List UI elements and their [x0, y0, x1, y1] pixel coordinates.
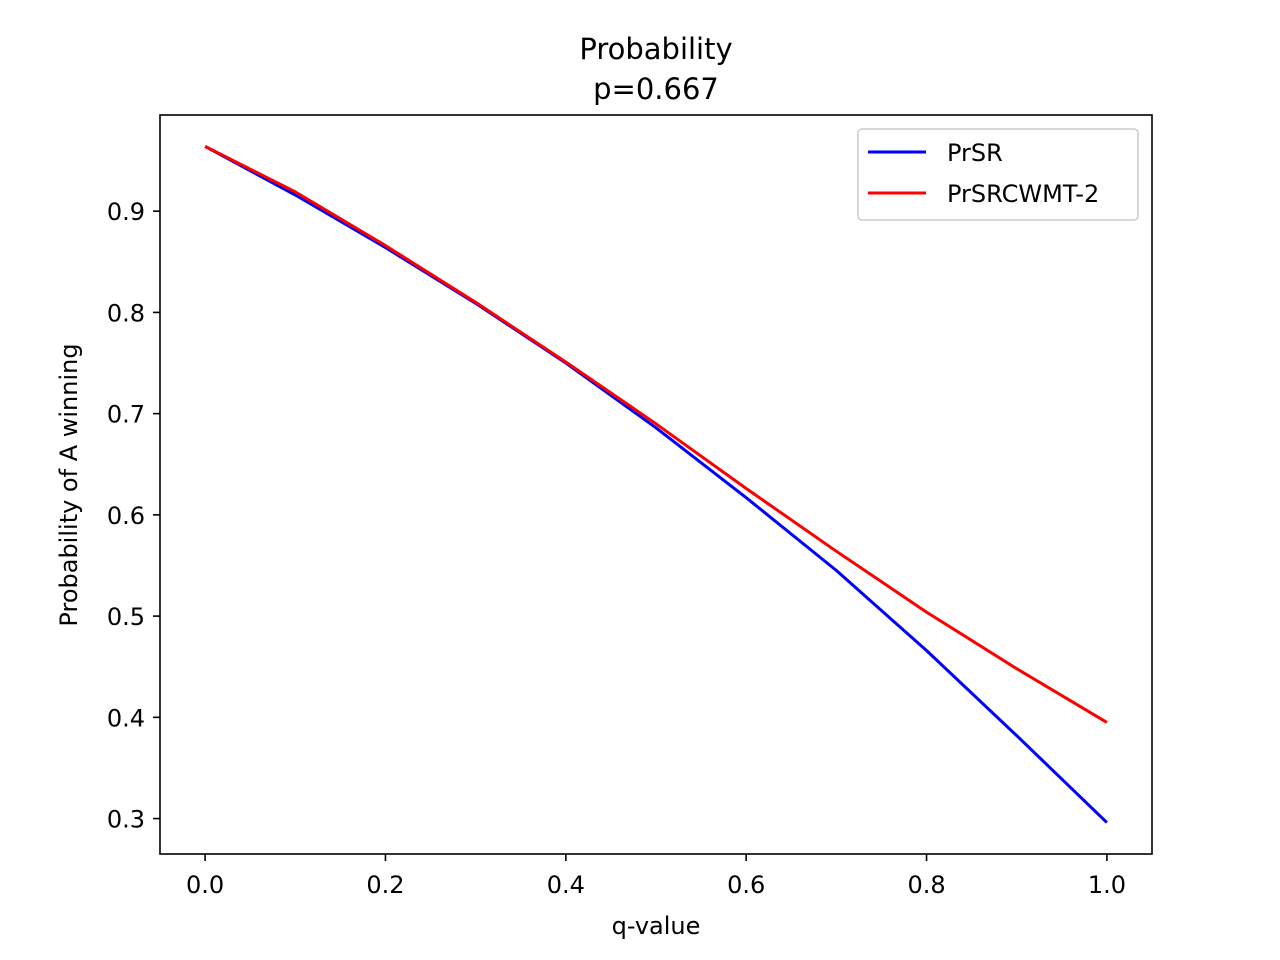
y-tick-label: 0.6: [107, 502, 145, 530]
y-tick-label: 0.8: [107, 299, 145, 327]
legend-label-1: PrSR: [947, 139, 1003, 167]
x-tick-label: 0.8: [907, 871, 945, 899]
chart-subtitle: p=0.667: [593, 72, 719, 106]
y-tick-label: 0.4: [107, 704, 145, 732]
chart-title: Probability: [579, 32, 732, 66]
x-tick-label: 1.0: [1088, 871, 1126, 899]
y-tick-label: 0.5: [107, 603, 145, 631]
series-line-2: [204, 145, 1108, 724]
y-tick-label: 0.9: [107, 198, 145, 226]
series-layer: [204, 145, 1108, 824]
y-axis-label: Probability of A winning: [55, 343, 83, 626]
x-tick-label: 0.0: [186, 871, 224, 899]
x-axis-label: q-value: [612, 912, 701, 940]
x-tick-label: 0.2: [366, 871, 404, 899]
plot-area: [160, 115, 1152, 854]
series-line-1: [204, 145, 1108, 824]
legend-label-2: PrSRCWMT-2: [947, 180, 1099, 208]
y-axis-ticks: 0.3 0.4 0.5 0.6 0.7 0.8 0.9: [107, 198, 160, 834]
y-tick-label: 0.3: [107, 806, 145, 834]
plot-frame: [159, 114, 1153, 855]
x-axis-ticks: 0.0 0.2 0.4 0.6 0.8 1.0: [186, 854, 1126, 899]
x-tick-label: 0.6: [727, 871, 765, 899]
legend: PrSR PrSRCWMT-2: [857, 128, 1139, 221]
y-tick-label: 0.7: [107, 401, 145, 429]
legend-box: [857, 128, 1139, 221]
x-tick-label: 0.4: [547, 871, 585, 899]
